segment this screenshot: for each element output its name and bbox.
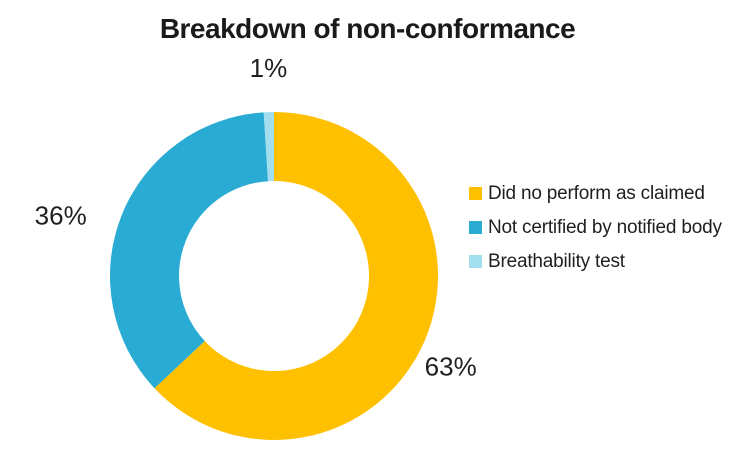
legend-label: Not certified by notified body: [488, 216, 722, 238]
pie-slice-2[interactable]: [263, 111, 274, 182]
legend-marker-icon: [469, 221, 482, 234]
chart-title: Breakdown of non-conformance: [159, 13, 576, 44]
pie-slice-1[interactable]: [109, 112, 269, 389]
legend-item-did-no-perform[interactable]: Did no perform as claimed: [469, 183, 722, 204]
pie-slice-0[interactable]: [154, 112, 438, 440]
data-label-1: 36%: [35, 201, 87, 231]
legend-label: Breathability test: [488, 250, 625, 272]
legend-item-breathability[interactable]: Breathability test: [469, 251, 722, 272]
legend-marker-icon: [469, 255, 482, 268]
legend-item-not-certified[interactable]: Not certified by notified body: [469, 217, 722, 238]
legend-label: Did no perform as claimed: [488, 182, 705, 204]
legend-marker-icon: [469, 187, 482, 200]
data-label-2: 1%: [250, 53, 288, 83]
legend: Did no perform as claimed Not certified …: [469, 183, 722, 285]
data-label-0: 63%: [425, 351, 477, 381]
